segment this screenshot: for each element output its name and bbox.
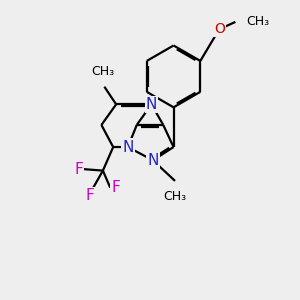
Text: CH₃: CH₃ <box>164 190 187 203</box>
Text: CH₃: CH₃ <box>91 65 115 78</box>
Text: N: N <box>122 140 134 154</box>
Text: F: F <box>111 180 120 195</box>
Text: N: N <box>146 97 157 112</box>
Text: F: F <box>74 162 83 177</box>
Text: CH₃: CH₃ <box>247 15 270 28</box>
Text: F: F <box>85 188 94 203</box>
Text: N: N <box>147 153 159 168</box>
Text: O: O <box>214 22 225 36</box>
